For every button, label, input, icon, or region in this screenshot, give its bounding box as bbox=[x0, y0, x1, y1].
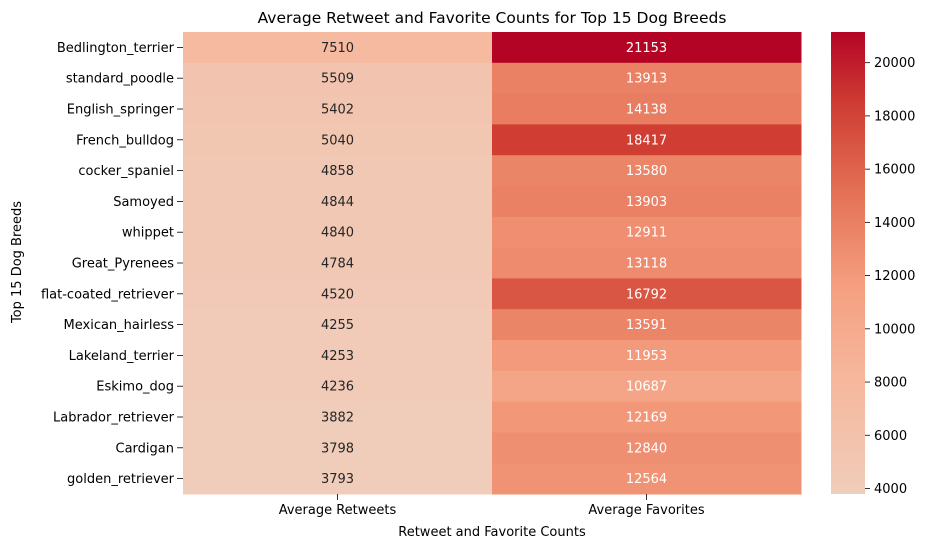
heatmap-cell bbox=[183, 247, 493, 279]
cell-value-label: 13580 bbox=[626, 164, 667, 179]
cell-value-label: 21153 bbox=[626, 41, 667, 56]
cell-value-label: 13118 bbox=[626, 257, 667, 272]
heatmap-cell bbox=[492, 340, 802, 372]
heatmap-cell bbox=[183, 432, 493, 464]
cell-value-label: 4858 bbox=[321, 164, 354, 179]
heatmap-cell bbox=[492, 124, 802, 156]
x-axis-label: Retweet and Favorite Counts bbox=[398, 525, 586, 540]
heatmap-cell bbox=[492, 216, 802, 249]
heatmap-cell bbox=[183, 155, 493, 187]
cell-value-label: 18417 bbox=[626, 133, 667, 148]
cell-value-label: 13591 bbox=[626, 318, 667, 333]
heatmap-cell bbox=[492, 370, 802, 403]
heatmap-cell bbox=[183, 216, 493, 249]
cell-value-label: 3798 bbox=[321, 441, 354, 456]
y-tick-label: flat-coated_retriever bbox=[41, 287, 175, 302]
heatmap-cell bbox=[183, 463, 493, 495]
cell-value-label: 5040 bbox=[321, 133, 354, 148]
cell-value-label: 3793 bbox=[321, 472, 354, 487]
colorbar-tick-label: 6000 bbox=[874, 429, 907, 444]
heatmap-cell bbox=[492, 93, 802, 125]
x-tick-label: Average Favorites bbox=[588, 503, 704, 518]
colorbar-tick-label: 8000 bbox=[874, 376, 907, 391]
heatmap-cell bbox=[183, 32, 493, 64]
colorbar: 4000 6000 8000 10000 12000 14000 16000 18000 200… bbox=[831, 32, 915, 497]
cell-value-label: 16792 bbox=[626, 287, 667, 302]
colorbar-tick-label: 20000 bbox=[874, 56, 915, 71]
cell-value-label: 4253 bbox=[321, 349, 354, 364]
colorbar-tick-label: 18000 bbox=[874, 109, 915, 124]
cell-value-label: 14138 bbox=[626, 103, 667, 118]
heatmap-cell bbox=[183, 370, 493, 403]
heatmap-cell bbox=[183, 278, 493, 310]
colorbar-tick-label: 14000 bbox=[874, 216, 915, 231]
y-tick-labels: Bedlington_terrier standard_poodle English… bbox=[41, 41, 183, 487]
x-tick-labels: Average Retweets Average Favorites bbox=[279, 494, 705, 518]
heatmap-cell bbox=[492, 62, 802, 95]
x-tick-label: Average Retweets bbox=[279, 503, 397, 518]
cell-value-label: 10687 bbox=[626, 380, 667, 395]
heatmap-cell bbox=[492, 463, 802, 495]
cell-value-label: 4236 bbox=[321, 380, 354, 395]
colorbar-gradient bbox=[831, 32, 865, 494]
cell-value-label: 4784 bbox=[321, 257, 354, 272]
y-tick-label: cocker_spaniel bbox=[78, 164, 174, 179]
heatmap-cell bbox=[492, 32, 802, 64]
heatmap-cell bbox=[492, 186, 802, 218]
chart-title: Average Retweet and Favorite Counts for … bbox=[258, 9, 727, 27]
y-tick-label: Labrador_retriever bbox=[53, 411, 175, 426]
y-axis-label: Top 15 Dog Breeds bbox=[10, 201, 25, 324]
colorbar-tick-label: 16000 bbox=[874, 163, 915, 178]
y-tick-label: English_springer bbox=[67, 103, 175, 118]
heatmap-cell bbox=[183, 62, 493, 95]
cell-value-label: 5509 bbox=[321, 72, 354, 87]
cell-value-label: 13913 bbox=[626, 72, 667, 87]
y-tick-label: Bedlington_terrier bbox=[57, 41, 175, 56]
heatmap-cell bbox=[492, 432, 802, 464]
heatmap-cells: 7510 21153 5509 13913 5402 14138 5040 18417 4858… bbox=[183, 32, 802, 495]
cell-value-label: 4255 bbox=[321, 318, 354, 333]
colorbar-tick-label: 12000 bbox=[874, 269, 915, 284]
y-tick-label: Samoyed bbox=[113, 195, 174, 210]
cell-value-label: 12169 bbox=[626, 411, 667, 426]
y-tick-label: Mexican_hairless bbox=[64, 318, 175, 333]
heatmap-cell bbox=[183, 401, 493, 433]
y-tick-label: standard_poodle bbox=[66, 72, 174, 87]
heatmap-cell bbox=[183, 93, 493, 125]
cell-value-label: 11953 bbox=[626, 349, 667, 364]
colorbar-tick-label: 10000 bbox=[874, 322, 915, 337]
cell-value-label: 13903 bbox=[626, 195, 667, 210]
y-tick-label: Great_Pyrenees bbox=[72, 257, 175, 272]
heatmap-cell bbox=[492, 309, 802, 341]
colorbar-tick-label: 4000 bbox=[874, 482, 907, 497]
cell-value-label: 3882 bbox=[321, 411, 354, 426]
cell-value-label: 4844 bbox=[321, 195, 354, 210]
heatmap-cell bbox=[183, 124, 493, 156]
heatmap-cell bbox=[492, 278, 802, 310]
y-tick-label: Lakeland_terrier bbox=[69, 349, 175, 364]
y-tick-label: golden_retriever bbox=[67, 472, 175, 487]
cell-value-label: 4840 bbox=[321, 226, 354, 241]
heatmap-cell bbox=[492, 155, 802, 187]
cell-value-label: 12840 bbox=[626, 441, 667, 456]
heatmap-cell bbox=[492, 247, 802, 279]
heatmap-cell bbox=[492, 401, 802, 433]
heatmap-cell bbox=[183, 186, 493, 218]
cell-value-label: 5402 bbox=[321, 103, 354, 118]
cell-value-label: 12564 bbox=[626, 472, 667, 487]
y-tick-label: Eskimo_dog bbox=[96, 380, 174, 395]
heatmap-cell bbox=[183, 309, 493, 341]
cell-value-label: 4520 bbox=[321, 287, 354, 302]
heatmap-cell bbox=[183, 340, 493, 372]
y-tick-label: Cardigan bbox=[116, 441, 174, 456]
cell-value-label: 7510 bbox=[321, 41, 354, 56]
y-tick-label: whippet bbox=[122, 226, 174, 241]
cell-value-label: 12911 bbox=[626, 226, 667, 241]
y-tick-label: French_bulldog bbox=[76, 133, 174, 148]
